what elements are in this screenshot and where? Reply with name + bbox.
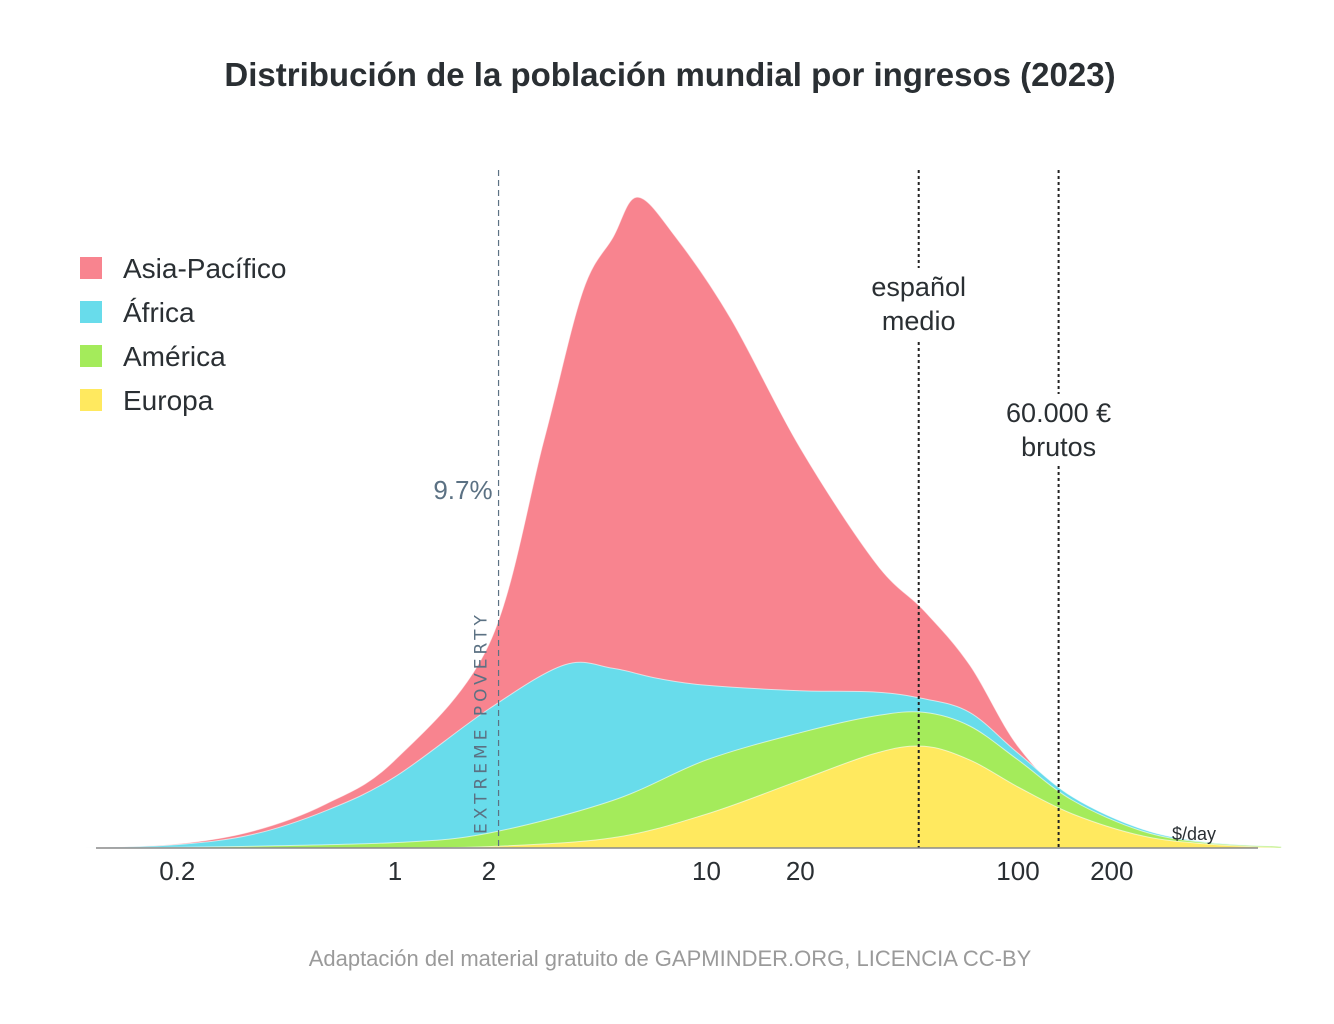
- legend-swatch: [80, 345, 102, 367]
- x-tick-label: 10: [692, 856, 721, 886]
- reference-lines: EXTREME POVERTY 9.7% español medio 60.000 € b…: [433, 170, 1111, 848]
- legend-item: Europa: [80, 385, 214, 416]
- average-spaniard-label-line: español: [871, 272, 966, 302]
- gross-60000-eur-label-line: brutos: [1021, 432, 1096, 462]
- legend-item: África: [80, 297, 195, 328]
- legend-label: África: [123, 297, 195, 328]
- legend: Asia-Pacífico África América Europa: [80, 253, 286, 416]
- x-tick-label: 2: [482, 856, 496, 886]
- legend-swatch: [80, 389, 102, 411]
- legend-label: Asia-Pacífico: [123, 253, 286, 284]
- legend-label: América: [123, 341, 226, 372]
- legend-item: América: [80, 341, 226, 372]
- stacked-areas: [83, 196, 1282, 849]
- legend-item: Asia-Pacífico: [80, 253, 286, 284]
- poverty-percentage-label: 9.7%: [433, 475, 492, 505]
- x-tick-label: 1: [388, 856, 402, 886]
- source-credit: Adaptación del material gratuito de GAPM…: [309, 946, 1032, 971]
- chart-title: Distribución de la población mundial por…: [224, 56, 1115, 93]
- legend-label: Europa: [123, 385, 214, 416]
- x-unit-label: $/day: [1172, 824, 1216, 844]
- legend-swatch: [80, 257, 102, 279]
- x-tick-label: 0.2: [159, 856, 195, 886]
- x-axis-ticks: 0.2 1 2 10 20 100 200: [159, 856, 1133, 886]
- legend-swatch: [80, 301, 102, 323]
- average-spaniard-label-line: medio: [882, 306, 956, 336]
- x-tick-label: 100: [996, 856, 1039, 886]
- gross-60000-eur-label-line: 60.000 €: [1006, 398, 1111, 428]
- x-tick-label: 200: [1090, 856, 1133, 886]
- x-tick-label: 20: [786, 856, 815, 886]
- extreme-poverty-label: EXTREME POVERTY: [472, 611, 492, 834]
